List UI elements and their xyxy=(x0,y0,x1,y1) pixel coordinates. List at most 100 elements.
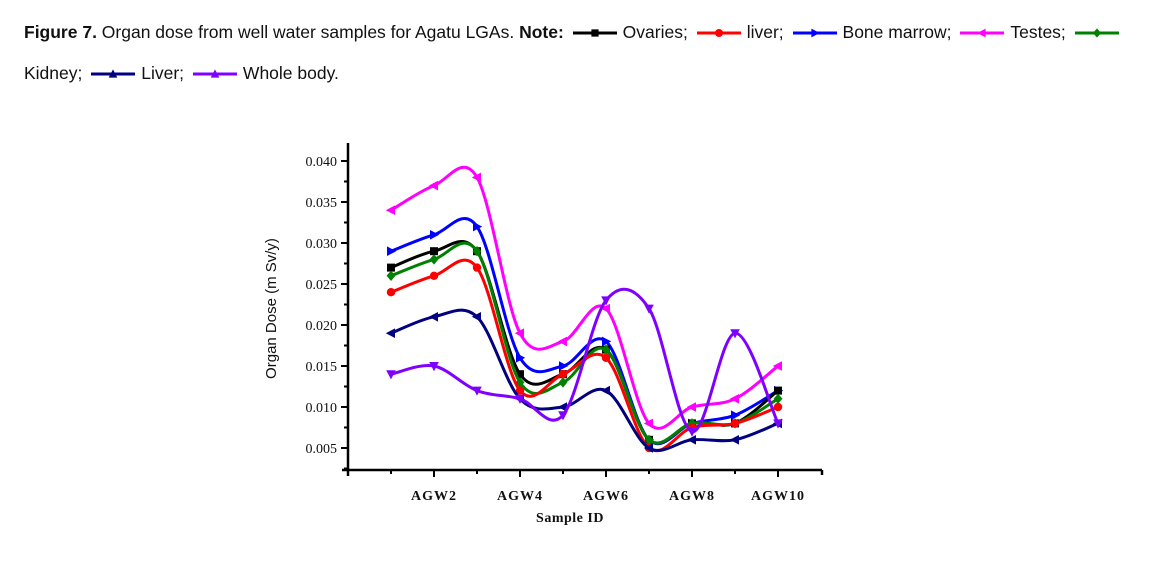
y-tick-label: 0.015 xyxy=(306,360,338,375)
legend-swatch-icon xyxy=(695,26,743,40)
data-point xyxy=(601,353,611,362)
data-point xyxy=(430,247,438,256)
legend-swatch-icon xyxy=(791,26,839,40)
data-point xyxy=(473,221,483,232)
data-point xyxy=(428,312,438,322)
data-point xyxy=(686,435,696,445)
data-point xyxy=(643,443,653,453)
data-point xyxy=(472,263,482,272)
data-point xyxy=(600,303,610,314)
x-tick-label: AGW6 xyxy=(583,489,629,504)
data-point xyxy=(730,329,740,339)
data-point xyxy=(559,361,569,371)
figure-label: Figure 7. xyxy=(24,22,97,42)
data-point xyxy=(515,394,525,404)
series-liver xyxy=(385,308,782,453)
series-line xyxy=(390,217,779,446)
legend-swatch-icon xyxy=(958,26,1006,40)
x-tick-label: AGW10 xyxy=(751,489,805,504)
data-point xyxy=(387,246,397,256)
note-label: Note: xyxy=(519,22,564,42)
data-point xyxy=(430,230,440,240)
y-tick-label: 0.030 xyxy=(306,237,338,252)
legend-item: liver; xyxy=(693,22,784,42)
y-tick-label: 0.025 xyxy=(306,278,338,293)
axis-labels: 0.005 0.010 0.015 0.020 0.025 0.030 0.035 0.040… xyxy=(263,155,805,526)
data-point xyxy=(773,419,783,429)
legend-item: Bone marrow; xyxy=(789,22,952,42)
series-kidney xyxy=(386,241,783,445)
y-tick-label: 0.020 xyxy=(306,319,338,334)
figure-caption: Figure 7. Organ dose from well water sam… xyxy=(24,12,1134,94)
data-point xyxy=(557,336,567,347)
data-point xyxy=(557,402,567,412)
data-point xyxy=(386,370,396,380)
x-tick-label: AGW4 xyxy=(497,489,543,504)
legend-swatch-icon xyxy=(571,26,619,40)
legend-item: Ovaries; xyxy=(569,22,688,42)
data-point xyxy=(429,362,439,372)
legend-item: Whole body. xyxy=(189,63,339,83)
axes xyxy=(341,143,824,477)
data-point xyxy=(385,205,395,215)
legend-swatch-icon xyxy=(89,67,137,81)
data-point xyxy=(774,386,782,395)
data-point xyxy=(773,402,783,412)
series-bone-marrow xyxy=(387,217,784,446)
legend-label: liver; xyxy=(746,22,784,42)
series-line xyxy=(390,258,779,453)
data-point xyxy=(471,312,481,322)
series-line xyxy=(390,165,779,430)
caption-legend: Ovaries; liver; Bone marrow; Testes; Kid… xyxy=(24,22,1125,83)
series-line xyxy=(390,241,779,445)
series-ovaries xyxy=(387,239,782,445)
data-point xyxy=(558,370,568,379)
data-point xyxy=(558,377,568,388)
data-point xyxy=(429,271,439,280)
data-point xyxy=(471,172,481,183)
legend-label: Ovaries; xyxy=(622,22,688,42)
data-point xyxy=(558,411,568,421)
legend-swatch-icon xyxy=(1073,26,1121,40)
data-point xyxy=(429,254,439,265)
data-point xyxy=(772,361,782,371)
data-point xyxy=(472,246,482,257)
data-point xyxy=(644,434,654,445)
legend-label: Whole body. xyxy=(242,63,339,83)
legend-swatch-icon xyxy=(191,67,239,81)
data-point xyxy=(472,386,482,396)
x-axis-title: Sample ID xyxy=(536,511,604,526)
y-tick-label: 0.040 xyxy=(306,155,338,170)
data-point xyxy=(601,344,611,355)
series-testes xyxy=(385,165,782,430)
data-point xyxy=(428,180,438,191)
data-point xyxy=(601,296,611,306)
legend-item: Liver; xyxy=(87,63,184,83)
data-point xyxy=(516,353,526,363)
data-point xyxy=(600,385,610,396)
data-point xyxy=(729,435,739,445)
data-point xyxy=(730,419,740,428)
data-point xyxy=(602,336,612,347)
data-point xyxy=(386,288,396,297)
series-layer xyxy=(385,165,784,453)
y-axis-title: Organ Dose (m Sv/y) xyxy=(263,238,280,379)
data-point xyxy=(387,263,395,272)
legend-item: Kidney; xyxy=(24,22,1125,83)
data-point xyxy=(385,328,395,338)
data-point xyxy=(729,394,739,404)
data-point xyxy=(643,418,653,429)
legend-label: Bone marrow; xyxy=(842,22,952,42)
legend-label: Liver; xyxy=(141,63,185,83)
caption-text: Organ dose from well water samples for A… xyxy=(96,22,520,42)
data-point xyxy=(386,270,396,281)
data-point xyxy=(515,386,525,395)
series-line xyxy=(390,308,779,452)
legend-item: Testes; xyxy=(956,22,1066,42)
legend-label: Kidney; xyxy=(24,63,83,83)
data-point xyxy=(644,304,654,314)
legend-label: Testes; xyxy=(1010,22,1066,42)
data-point xyxy=(686,402,696,412)
series-line xyxy=(390,239,779,445)
